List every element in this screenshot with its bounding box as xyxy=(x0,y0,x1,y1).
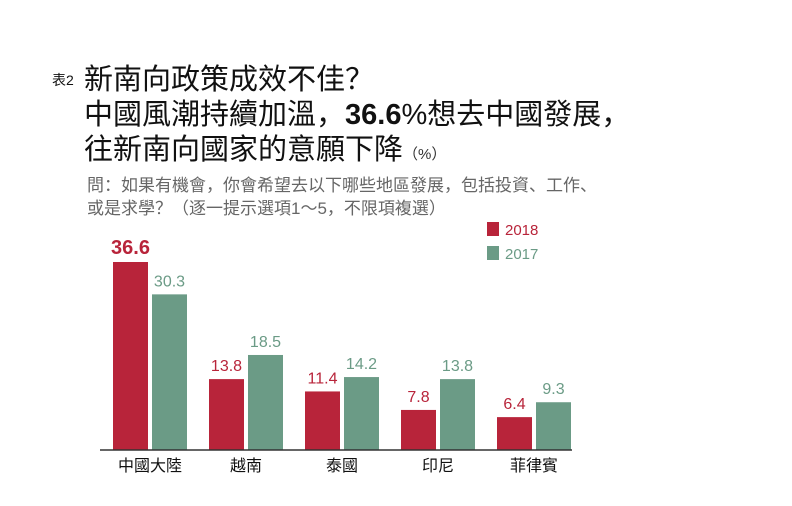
legend-label-2017: 2017 xyxy=(505,246,538,263)
data-label: 9.3 xyxy=(542,381,564,398)
data-label: 7.8 xyxy=(407,389,429,406)
bar-2018-0 xyxy=(113,262,148,450)
legend-swatch-2018 xyxy=(487,222,499,236)
category-label: 中國大陸 xyxy=(118,457,182,475)
bar-2017-4 xyxy=(536,402,571,450)
bar-2018-1 xyxy=(209,379,244,450)
bar-2017-1 xyxy=(248,354,283,450)
bar-2018-2 xyxy=(305,391,340,450)
bar-2018-4 xyxy=(497,417,532,450)
title-line-3: 往新南向國家的意願下降（%） xyxy=(84,134,447,166)
bar-2018-3 xyxy=(401,409,436,450)
category-label: 印尼 xyxy=(422,457,454,475)
question-line-1: 問：如果有機會，你會希望去以下哪些地區發展，包括投資、工作、 xyxy=(87,176,597,195)
category-label: 菲律賓 xyxy=(510,456,558,475)
bar-2017-3 xyxy=(440,379,475,450)
bar-2017-2 xyxy=(344,377,379,450)
data-label: 6.4 xyxy=(503,396,525,413)
data-label: 30.3 xyxy=(154,273,185,290)
legend-label-2018: 2018 xyxy=(505,222,538,239)
unit-label: （%） xyxy=(403,146,447,163)
data-label: 13.8 xyxy=(211,358,242,375)
category-label: 越南 xyxy=(230,457,262,475)
bar-2017-0 xyxy=(152,294,187,450)
title-line-2: 中國風潮持續加溫，36.6%想去中國發展， xyxy=(84,99,631,131)
data-label: 13.8 xyxy=(442,358,473,375)
figure-tag: 表2 xyxy=(52,72,74,88)
category-label: 泰國 xyxy=(326,457,358,475)
data-label: 36.6 xyxy=(111,237,150,259)
question-line-2: 或是求學？（逐一提示選項1〜5，不限項複選） xyxy=(87,199,446,218)
legend-swatch-2017 xyxy=(487,246,499,260)
data-label: 11.4 xyxy=(308,370,338,387)
data-label: 18.5 xyxy=(250,334,281,351)
title-line-1: 新南向政策成效不佳？ xyxy=(84,64,375,96)
data-label: 14.2 xyxy=(346,356,377,373)
